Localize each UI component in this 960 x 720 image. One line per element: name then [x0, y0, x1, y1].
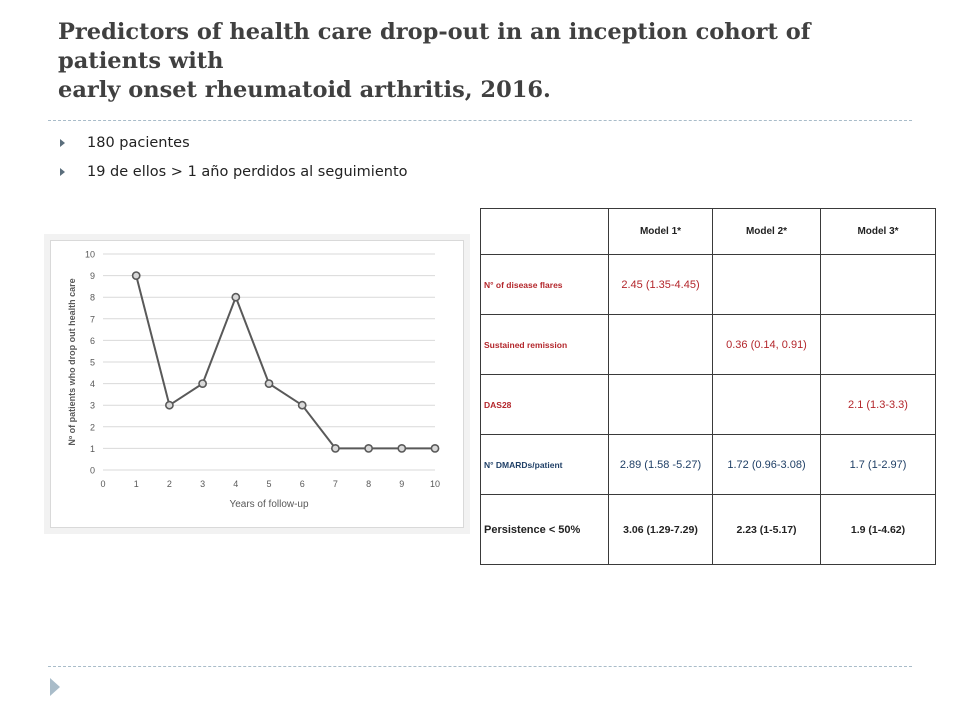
data-point: [231, 292, 241, 302]
slide-title: Predictors of health care drop-out in an…: [58, 18, 918, 105]
bullet-item: 180 pacientes: [58, 132, 408, 154]
x-tick-label: 5: [266, 479, 271, 489]
row-label: Persistence < 50%: [480, 494, 609, 565]
data-point: [430, 443, 440, 453]
x-tick-label: 2: [167, 479, 172, 489]
table-cell: [820, 314, 936, 375]
table-cell: [608, 314, 713, 375]
results-table: Model 1* Model 2* Model 3* N° of disease…: [480, 208, 936, 565]
table-cell: 2.1 (1.3-3.3): [820, 374, 936, 435]
table-cell: 2.23 (1-5.17): [712, 494, 821, 565]
data-point: [297, 400, 307, 410]
y-tick-label: 1: [90, 444, 95, 454]
table-cell: 1.7 (1-2.97): [820, 434, 936, 495]
y-tick-label: 0: [90, 466, 95, 476]
row-label: N° DMARDs/patient: [480, 434, 609, 495]
bullet-text: 19 de ellos > 1 año perdidos al seguimie…: [87, 164, 408, 180]
x-axis-label: Years of follow-up: [229, 499, 309, 510]
table-cell: [820, 254, 936, 315]
data-point: [165, 400, 174, 410]
y-tick-label: 5: [90, 358, 95, 368]
table-row: N° DMARDs/patient 2.89 (1.58 -5.27) 1.72…: [480, 434, 936, 495]
y-tick-label: 9: [90, 271, 95, 281]
title-line-3: early onset rheumatoid arthritis, 2016.: [58, 77, 551, 103]
y-tick-label: 2: [90, 422, 95, 432]
slide-marker-icon: [50, 678, 60, 696]
table-row: Sustained remission 0.36 (0.14, 0.91): [480, 314, 936, 375]
header-cell-model-1: Model 1*: [608, 208, 713, 255]
bullet-triangle-icon: [60, 139, 65, 147]
x-tick-label: 0: [100, 479, 105, 489]
table-header-row: Model 1* Model 2* Model 3*: [480, 208, 936, 255]
x-tick-label: 1: [134, 479, 139, 489]
table-cell: 1.72 (0.96-3.08): [712, 434, 821, 495]
bullet-list: 180 pacientes 19 de ellos > 1 año perdid…: [58, 132, 408, 190]
series-line: [135, 275, 435, 450]
header-cell-model-3: Model 3*: [820, 208, 936, 255]
x-tick-label: 10: [430, 479, 440, 489]
table-cell: [712, 374, 821, 435]
x-tick-label: 7: [333, 479, 338, 489]
row-label: DAS28: [480, 374, 609, 435]
header-cell-empty: [480, 208, 609, 255]
bullet-text: 180 pacientes: [87, 135, 190, 151]
y-tick-label: 10: [85, 250, 95, 260]
row-label: N° of disease flares: [480, 254, 609, 315]
y-tick-label: 4: [90, 379, 95, 389]
table-cell: 2.89 (1.58 -5.27): [608, 434, 713, 495]
data-point: [364, 443, 373, 453]
top-divider: [48, 120, 912, 121]
y-tick-label: 6: [90, 336, 95, 346]
title-line-1: Predictors of health care drop-out in an…: [58, 19, 811, 45]
data-point: [198, 379, 207, 388]
data-point: [397, 443, 407, 453]
bullet-item: 19 de ellos > 1 año perdidos al seguimie…: [58, 161, 408, 183]
x-tick-label: 8: [366, 479, 371, 489]
y-axis-label: Nº of patients who drop out health care: [67, 278, 77, 445]
row-label: Sustained remission: [480, 314, 609, 375]
table-cell: [608, 374, 713, 435]
table-cell: 3.06 (1.29-7.29): [608, 494, 713, 565]
bottom-divider: [48, 666, 912, 667]
table-row: Persistence < 50% 3.06 (1.29-7.29) 2.23 …: [480, 494, 936, 565]
x-tick-label: 6: [300, 479, 305, 489]
table-row: DAS28 2.1 (1.3-3.3): [480, 374, 936, 435]
header-cell-model-2: Model 2*: [712, 208, 821, 255]
table-cell: [712, 254, 821, 315]
x-tick-label: 4: [233, 479, 238, 489]
data-point: [131, 271, 141, 280]
table-cell: 0.36 (0.14, 0.91): [712, 314, 821, 375]
bullet-triangle-icon: [60, 168, 65, 176]
x-tick-label: 9: [399, 479, 404, 489]
line-chart: 0 1 2 3 4 5 6 7 8 9 10 0 1 2 3 4 5 6 7 8 9 10 Years of follow-…: [50, 240, 464, 528]
table-cell: 2.45 (1.35-4.45): [608, 254, 713, 315]
table-row: N° of disease flares 2.45 (1.35-4.45): [480, 254, 936, 315]
title-line-2: patients with: [58, 48, 224, 74]
y-tick-label: 7: [90, 314, 95, 324]
y-tick-label: 8: [90, 293, 95, 303]
line-chart-svg: 0 1 2 3 4 5 6 7 8 9 10 0 1 2 3 4 5 6 7 8 9 10 Years of follow-…: [67, 250, 440, 511]
x-tick-label: 3: [200, 479, 205, 489]
data-point: [264, 379, 274, 388]
data-point: [330, 443, 340, 453]
table-cell: 1.9 (1-4.62): [820, 494, 936, 565]
y-tick-label: 3: [90, 401, 95, 411]
